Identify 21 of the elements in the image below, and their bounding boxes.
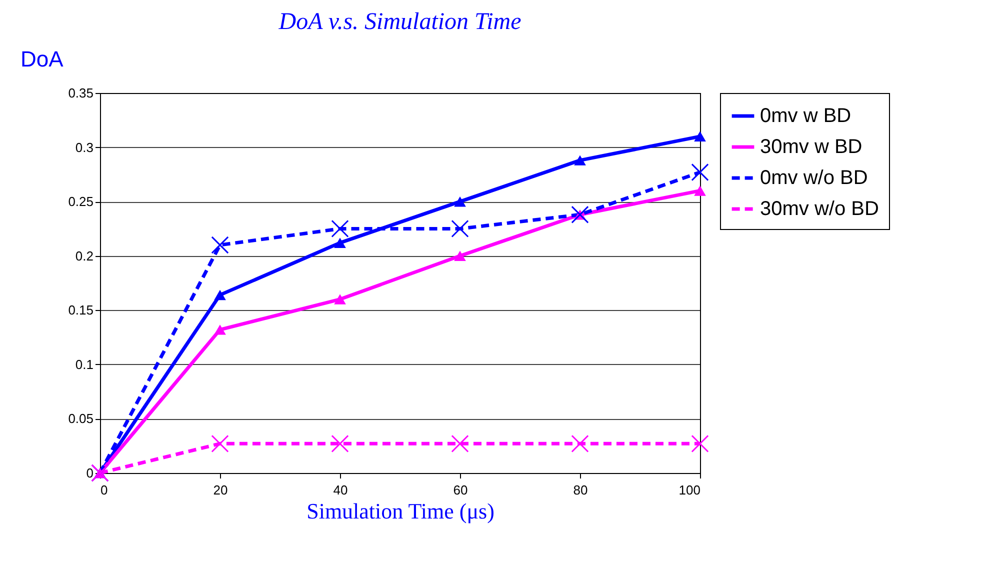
- y-tick-label: 0.15: [68, 302, 94, 318]
- y-axis-title: DoA: [20, 46, 64, 72]
- x-tick-label: 40: [333, 482, 348, 498]
- y-tick-label: 0.3: [75, 140, 94, 155]
- y-tick-label: 0: [86, 466, 94, 480]
- x-tick-label: 20: [213, 482, 228, 498]
- y-tick-label: 0.05: [68, 411, 94, 426]
- x-tick-label: 60: [453, 482, 468, 498]
- x-axis-title: Simulation Time (μs): [306, 498, 494, 524]
- legend-label: 30mv w/o BD: [760, 198, 879, 220]
- x-tick-label: 80: [573, 482, 588, 498]
- y-tick-label: 0.1: [75, 356, 94, 372]
- legend-label: 0mv w/o BD: [760, 167, 868, 189]
- chart-title: DoA v.s. Simulation Time: [278, 9, 522, 35]
- legend-label: 30mv w BD: [760, 136, 862, 158]
- legend-label: 0mv w BD: [760, 105, 852, 127]
- y-tick-label: 0.2: [75, 248, 94, 264]
- x-tick-label: 0: [100, 482, 108, 498]
- y-tick-label: 0.35: [68, 86, 94, 100]
- x-tick-label: 100: [678, 482, 700, 498]
- y-tick-label: 0.25: [68, 194, 94, 210]
